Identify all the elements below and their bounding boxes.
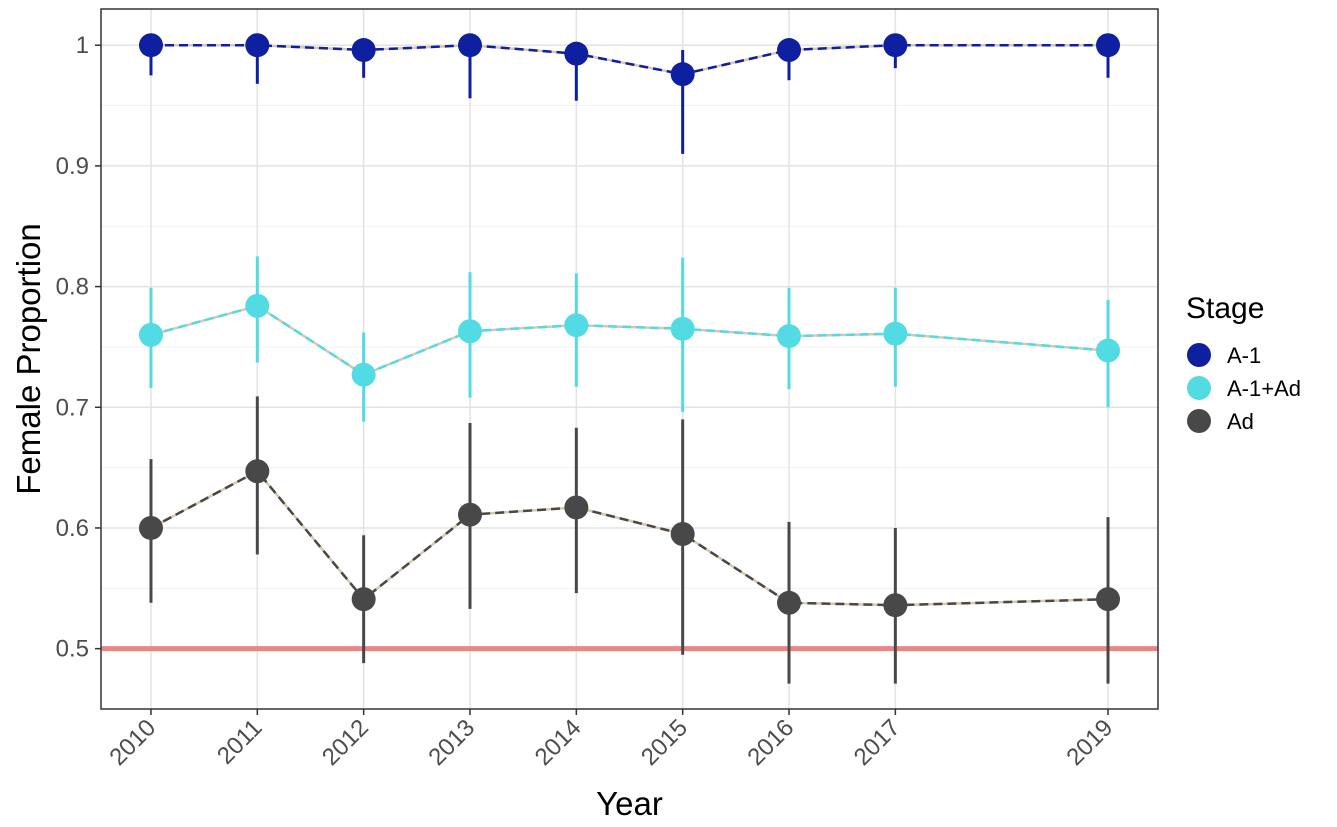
y-tick-label: 0.8 <box>56 274 89 301</box>
point-a-1-ad <box>564 313 589 338</box>
series-line-a-1 <box>151 43 1108 76</box>
point-a-1 <box>1096 33 1121 58</box>
point-a-1 <box>457 33 482 58</box>
point-a-1-ad <box>777 324 802 349</box>
point-a-1-ad <box>138 322 163 347</box>
point-ad <box>245 459 270 484</box>
legend-label: Ad <box>1227 409 1254 434</box>
legend-items: A-1 A-1+Ad Ad <box>1187 343 1301 434</box>
legend-title: Stage <box>1186 292 1264 325</box>
point-a-1 <box>777 38 802 63</box>
grid-layer <box>101 9 1158 709</box>
point-layer <box>138 33 1121 618</box>
point-a-1-ad <box>351 362 376 387</box>
point-a-1 <box>883 33 908 58</box>
y-tick-label: 1 <box>76 32 89 59</box>
y-tick-label: 0.5 <box>56 636 89 663</box>
point-a-1 <box>351 38 376 63</box>
legend-key <box>1187 343 1211 367</box>
legend: Stage A-1 A-1+Ad Ad <box>1186 292 1301 434</box>
x-axis-title: Year <box>596 785 663 822</box>
legend-key <box>1187 376 1211 400</box>
series-line-shadow-ad <box>150 469 1109 607</box>
point-a-1 <box>245 33 270 58</box>
x-tick-label: 2015 <box>636 714 693 771</box>
point-ad <box>670 522 695 546</box>
point-ad <box>564 495 589 520</box>
y-tick-label: 0.6 <box>56 515 89 542</box>
axis-layer: 0.5 0.6 0.7 0.8 0.9 1 2010 2011 2012 2013 2014 2015… <box>56 32 1119 771</box>
point-ad <box>777 590 802 615</box>
legend-key <box>1187 409 1211 433</box>
x-tick-label: 2014 <box>530 714 587 771</box>
y-tick-label: 0.9 <box>56 153 89 180</box>
point-a-1-ad <box>1096 338 1121 363</box>
x-tick-label: 2016 <box>742 714 799 771</box>
series-line-layer <box>150 43 1109 607</box>
plot-panel-border <box>100 8 1159 710</box>
point-a-1-ad <box>883 321 908 346</box>
y-tick-label: 0.7 <box>56 394 89 421</box>
x-tick-label: 2012 <box>317 714 374 771</box>
point-ad <box>138 515 163 540</box>
x-tick-label: 2017 <box>849 714 906 771</box>
series-line-ad <box>150 469 1109 607</box>
series-line-shadow-a-1 <box>151 43 1108 76</box>
point-a-1 <box>564 41 589 66</box>
x-tick-label: 2010 <box>104 714 161 771</box>
legend-label: A-1 <box>1227 343 1261 368</box>
point-ad <box>1096 587 1121 612</box>
x-tick-label: 2011 <box>212 714 268 770</box>
point-ad <box>351 587 376 612</box>
legend-label: A-1+Ad <box>1227 376 1301 401</box>
point-a-1-ad <box>670 316 695 341</box>
point-a-1-ad <box>457 319 482 344</box>
point-a-1-ad <box>245 293 270 318</box>
x-tick-label: 2013 <box>423 714 480 771</box>
series-line-a-1-ad <box>150 304 1109 377</box>
point-ad <box>883 593 908 618</box>
x-tick-label: 2019 <box>1061 714 1118 771</box>
point-a-1 <box>138 33 163 58</box>
y-axis-title: Female Proportion <box>10 223 47 494</box>
point-a-1 <box>670 62 695 87</box>
point-ad <box>457 502 482 527</box>
